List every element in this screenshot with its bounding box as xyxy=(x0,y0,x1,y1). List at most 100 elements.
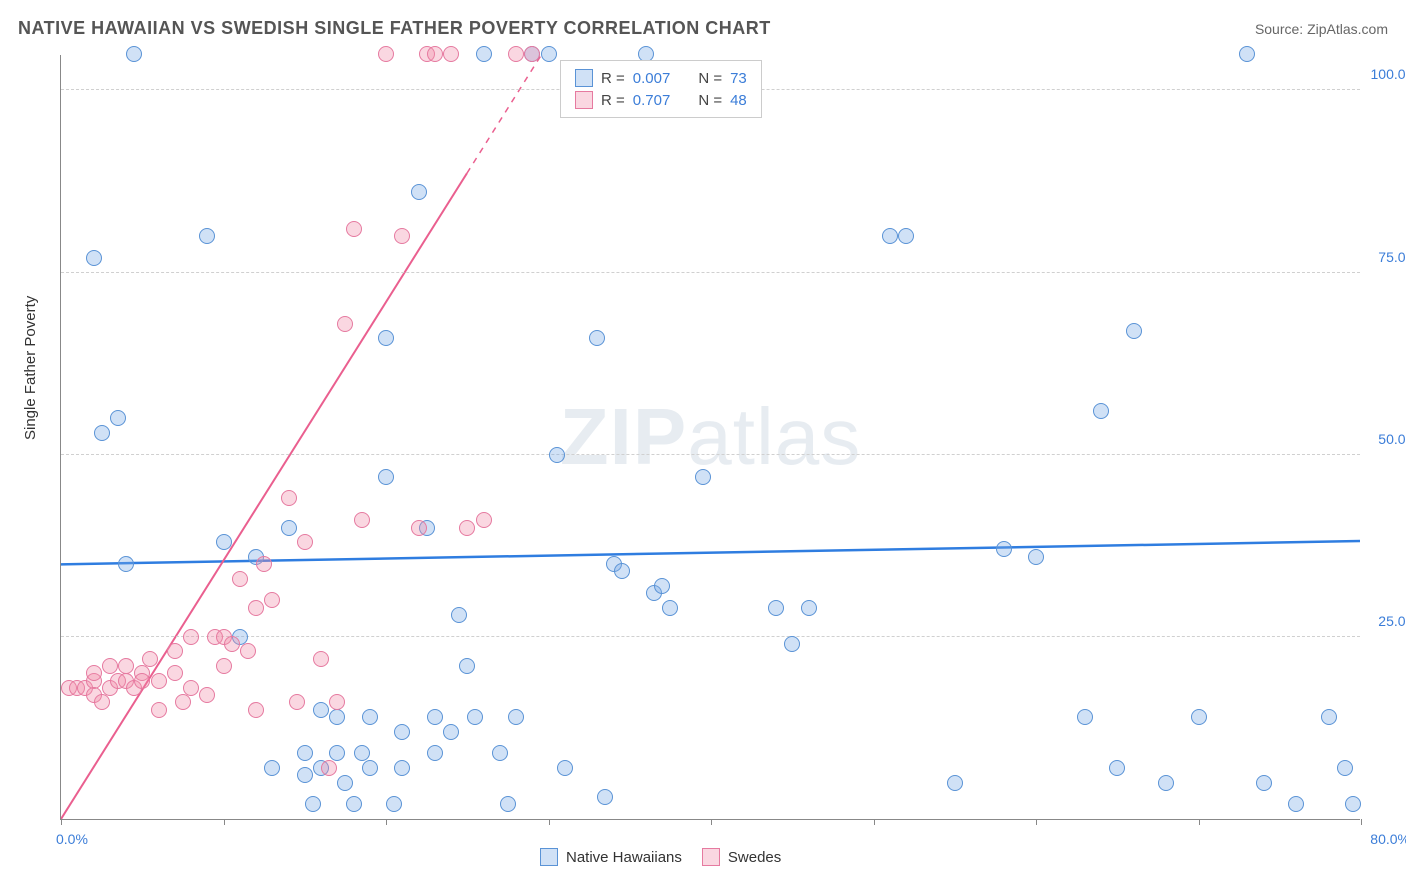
y-tick-label: 75.0% xyxy=(1378,249,1406,265)
scatter-point xyxy=(118,658,134,674)
scatter-point xyxy=(337,316,353,332)
x-tick-label-max: 80.0% xyxy=(1370,831,1406,847)
scatter-point xyxy=(557,760,573,776)
stat-n-value: 73 xyxy=(730,70,747,87)
legend-label: Swedes xyxy=(728,849,781,866)
scatter-point xyxy=(614,563,630,579)
scatter-point xyxy=(289,694,305,710)
header: NATIVE HAWAIIAN VS SWEDISH SINGLE FATHER… xyxy=(18,18,1388,39)
scatter-point xyxy=(183,629,199,645)
scatter-point xyxy=(476,512,492,528)
scatter-point xyxy=(167,665,183,681)
legend-swatch xyxy=(540,848,558,866)
scatter-point xyxy=(451,607,467,623)
stat-r-label: R = xyxy=(601,92,625,109)
x-tick xyxy=(1036,819,1037,825)
scatter-point xyxy=(110,410,126,426)
scatter-point xyxy=(589,330,605,346)
scatter-point xyxy=(199,228,215,244)
scatter-point xyxy=(394,760,410,776)
scatter-point xyxy=(411,184,427,200)
stat-n-label: N = xyxy=(698,70,722,87)
scatter-point xyxy=(443,46,459,62)
scatter-point xyxy=(947,775,963,791)
legend-swatch xyxy=(702,848,720,866)
scatter-point xyxy=(662,600,678,616)
stat-r-value: 0.007 xyxy=(633,70,671,87)
scatter-point xyxy=(305,796,321,812)
stat-r-label: R = xyxy=(601,70,625,87)
scatter-point xyxy=(996,541,1012,557)
x-tick xyxy=(224,819,225,825)
scatter-point xyxy=(394,724,410,740)
scatter-point xyxy=(94,425,110,441)
watermark-light: atlas xyxy=(687,392,861,481)
scatter-point xyxy=(248,600,264,616)
watermark-bold: ZIP xyxy=(560,392,687,481)
scatter-point xyxy=(508,46,524,62)
scatter-point xyxy=(695,469,711,485)
scatter-point xyxy=(1028,549,1044,565)
scatter-point xyxy=(459,658,475,674)
scatter-point xyxy=(467,709,483,725)
scatter-point xyxy=(411,520,427,536)
scatter-point xyxy=(378,469,394,485)
scatter-point xyxy=(232,571,248,587)
gridline xyxy=(61,272,1360,273)
scatter-point xyxy=(354,745,370,761)
scatter-point xyxy=(297,745,313,761)
scatter-point xyxy=(362,709,378,725)
scatter-point xyxy=(1321,709,1337,725)
scatter-point xyxy=(427,46,443,62)
stats-row: R = 0.007 N = 73 xyxy=(575,67,747,89)
scatter-point xyxy=(1109,760,1125,776)
series-swatch xyxy=(575,69,593,87)
legend: Native HawaiiansSwedes xyxy=(540,848,781,866)
y-axis-label: Single Father Poverty xyxy=(22,296,39,440)
scatter-point xyxy=(476,46,492,62)
scatter-point xyxy=(216,534,232,550)
scatter-point xyxy=(1345,796,1361,812)
scatter-point xyxy=(549,447,565,463)
source-label: Source: ZipAtlas.com xyxy=(1255,21,1388,37)
scatter-point xyxy=(264,592,280,608)
series-swatch xyxy=(575,91,593,109)
scatter-point xyxy=(427,745,443,761)
legend-item: Swedes xyxy=(702,848,781,866)
scatter-point xyxy=(801,600,817,616)
x-tick xyxy=(874,819,875,825)
scatter-point xyxy=(1288,796,1304,812)
scatter-point xyxy=(443,724,459,740)
y-tick-label: 50.0% xyxy=(1378,431,1406,447)
scatter-point xyxy=(524,46,540,62)
plot-area: ZIPatlas 25.0%50.0%75.0%100.0%0.0%80.0% xyxy=(60,55,1360,820)
scatter-point xyxy=(1093,403,1109,419)
scatter-point xyxy=(1077,709,1093,725)
scatter-point xyxy=(102,658,118,674)
scatter-point xyxy=(459,520,475,536)
scatter-point xyxy=(94,694,110,710)
scatter-point xyxy=(654,578,670,594)
scatter-point xyxy=(86,250,102,266)
scatter-point xyxy=(1126,323,1142,339)
scatter-point xyxy=(1256,775,1272,791)
scatter-point xyxy=(313,651,329,667)
scatter-point xyxy=(394,228,410,244)
stat-r-value: 0.707 xyxy=(633,92,671,109)
scatter-point xyxy=(346,221,362,237)
watermark: ZIPatlas xyxy=(560,391,861,483)
scatter-point xyxy=(597,789,613,805)
scatter-point xyxy=(1239,46,1255,62)
scatter-point xyxy=(134,673,150,689)
x-tick xyxy=(386,819,387,825)
scatter-point xyxy=(313,702,329,718)
scatter-point xyxy=(240,643,256,659)
x-tick xyxy=(61,819,62,825)
scatter-point xyxy=(329,709,345,725)
scatter-point xyxy=(224,636,240,652)
scatter-point xyxy=(492,745,508,761)
stats-row: R =0.707N =48 xyxy=(575,89,747,111)
scatter-point xyxy=(175,694,191,710)
scatter-point xyxy=(126,46,142,62)
scatter-point xyxy=(321,760,337,776)
